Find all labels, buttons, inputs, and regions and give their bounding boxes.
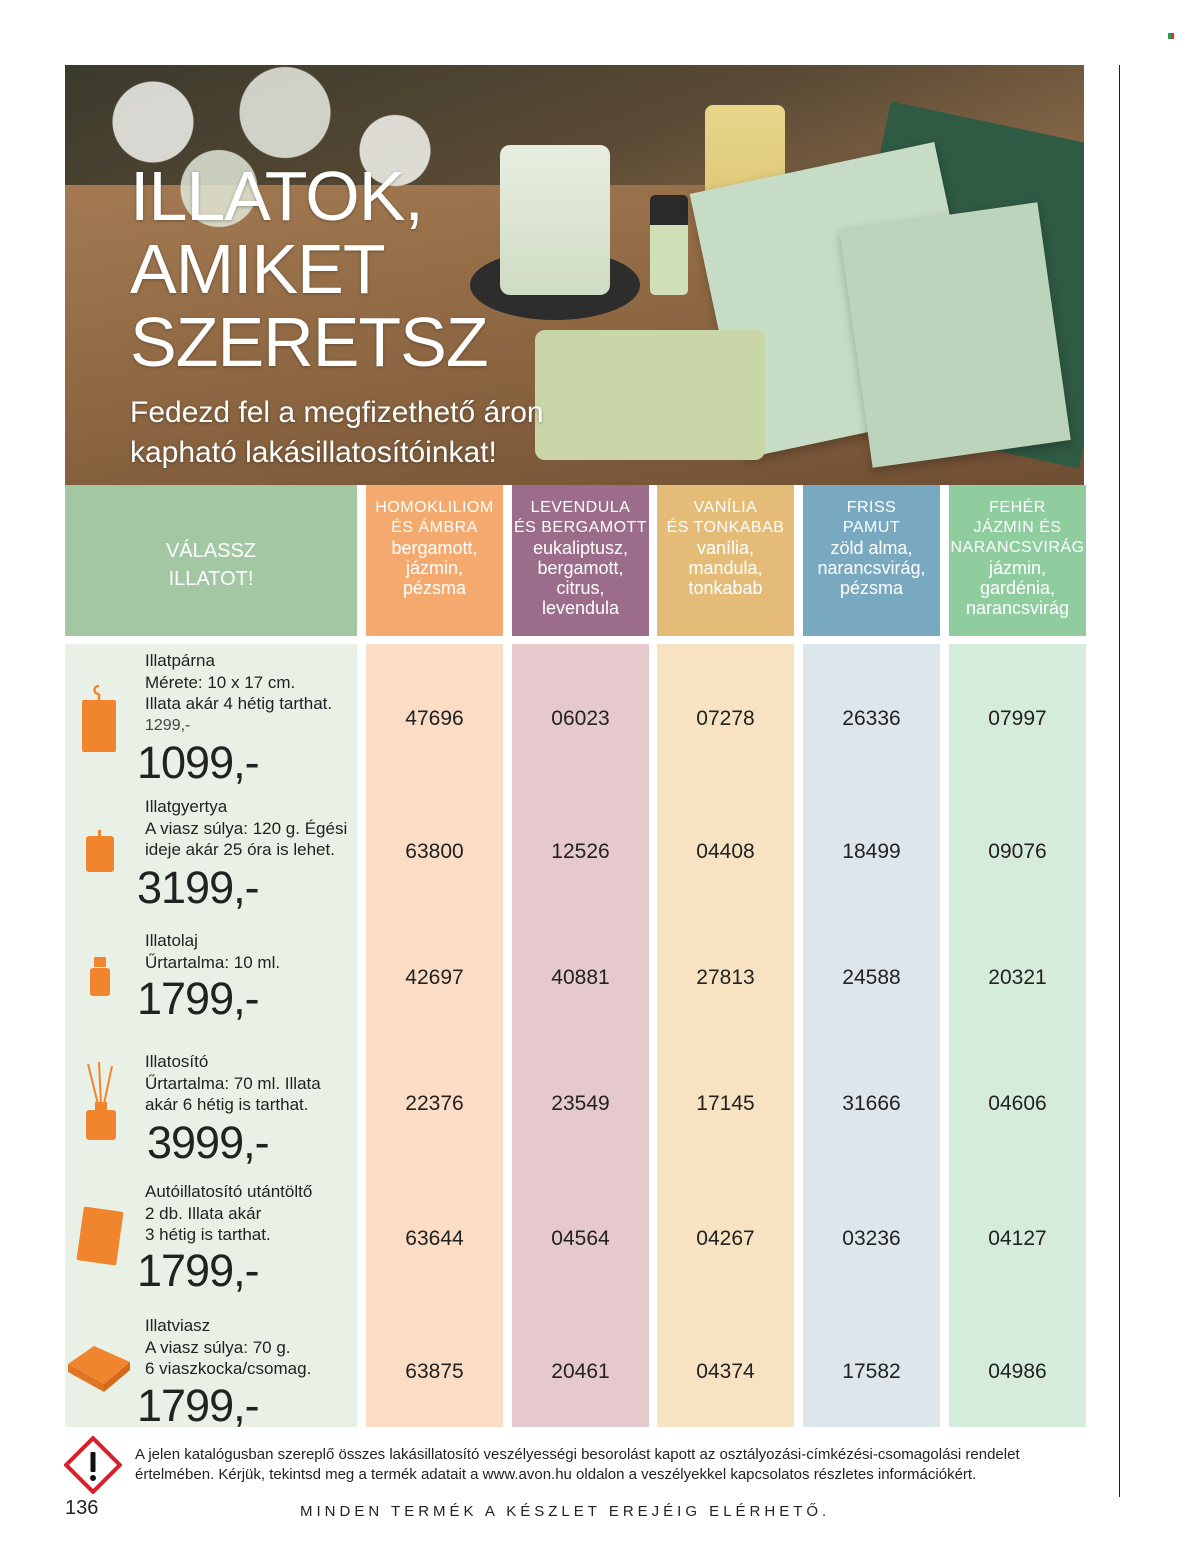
product-detail: akár 6 hétig is tarthat. — [145, 1095, 309, 1114]
hero-oil-bottle — [650, 195, 688, 295]
product-code: 63875 — [405, 1360, 464, 1383]
product-detail: A viasz súlya: 120 g. Égési — [145, 818, 348, 838]
candle-icon — [86, 830, 114, 872]
product-code: 07997 — [988, 707, 1047, 730]
product-detail: 2 db. Illata akár — [145, 1203, 262, 1223]
product-code: 04606 — [988, 1092, 1047, 1115]
scent-column-feher-jazmin — [949, 644, 1086, 1427]
product-code: 12526 — [551, 840, 610, 863]
product-code: 20461 — [551, 1360, 610, 1383]
hero-car-sachet — [839, 202, 1071, 468]
product-code: 18499 — [842, 840, 901, 863]
product-name: Illatviasz — [145, 1316, 211, 1335]
choose-scent-label: VÁLASSZ ILLATOT! — [65, 485, 357, 636]
price: 3199,- — [137, 862, 260, 913]
hero-title: ILLATOK, AMIKET SZERETSZ — [130, 157, 489, 381]
page-number: 136 — [65, 1497, 99, 1519]
scent-header-friss-pamut: FRISS PAMUT zöld alma, narancsvirág, pézsma — [803, 485, 940, 636]
product-code: 40881 — [551, 966, 610, 989]
page-divider — [1119, 65, 1120, 1497]
scent-column-friss-pamut — [803, 644, 940, 1427]
product-name: Autóillatosító utántöltő — [145, 1182, 313, 1201]
old-price: 1299,- — [145, 716, 191, 734]
product-code: 04564 — [551, 1227, 610, 1250]
corner-mark — [1168, 33, 1174, 39]
product-code: 09076 — [988, 840, 1047, 863]
product-name: Illatolaj — [145, 931, 198, 950]
product-code: 42697 — [405, 966, 464, 989]
product-code: 22376 — [405, 1092, 464, 1115]
oil-bottle-icon — [90, 957, 110, 996]
scent-header-levendula: LEVENDULA ÉS BERGAMOTT eukaliptusz, bergam… — [512, 485, 649, 636]
hero-wax-melts — [535, 330, 765, 460]
product-detail: 3 hétig is tarthat. — [145, 1225, 271, 1244]
price: 3999,- — [147, 1117, 270, 1168]
price: 1799,- — [137, 1245, 260, 1296]
product-code: 63800 — [405, 840, 464, 863]
scent-header-homokliliom: HOMOKLILIOM ÉS ÁMBRA bergamott, jázmin, péz… — [366, 485, 503, 636]
product-detail: Űrtartalma: 10 ml. — [145, 952, 281, 972]
reed-diffuser-icon — [86, 1062, 116, 1140]
scent-column-levendula — [512, 644, 649, 1427]
product-code: 23549 — [551, 1092, 610, 1115]
product-code: 24588 — [842, 966, 901, 989]
price: 1799,- — [137, 973, 260, 1024]
scent-header-feher-jazmin: FEHÉR JÁZMIN ÉS NARANCSVIRÁG jázmin, gardén… — [949, 485, 1086, 636]
scent-column-homokliliom — [366, 644, 503, 1427]
price: 1099,- — [137, 737, 260, 788]
hanging-sachet-icon — [82, 684, 116, 752]
hero-candle — [500, 145, 610, 295]
product-code: 07278 — [696, 707, 755, 730]
product-detail: 6 viaszkocka/csomag. — [145, 1359, 312, 1378]
product-name: Illatosító — [145, 1052, 209, 1071]
product-code: 63644 — [405, 1227, 464, 1250]
product-code: 17582 — [842, 1360, 901, 1383]
scent-header-vanilia: VANÍLIA ÉS TONKABAB vanília, mandula, tonka… — [657, 485, 794, 636]
product-code: 26336 — [842, 707, 901, 730]
product-detail: Mérete: 10 x 17 cm. — [145, 672, 296, 692]
product-code: 04127 — [988, 1227, 1047, 1250]
product-code: 20321 — [988, 966, 1047, 989]
product-detail: A viasz súlya: 70 g. — [145, 1337, 291, 1357]
wax-melt-icon — [68, 1346, 130, 1392]
product-code: 31666 — [842, 1092, 901, 1115]
product-code: 04374 — [696, 1360, 755, 1383]
price: 1799,- — [137, 1380, 260, 1431]
product-code: 04986 — [988, 1360, 1047, 1383]
product-detail: ideje akár 25 óra is lehet. — [145, 840, 335, 859]
product-detail: Illata akár 4 hétig tarthat. — [145, 694, 333, 713]
product-code: 03236 — [842, 1227, 901, 1250]
car-refill-icon — [76, 1206, 124, 1266]
product-code: 27813 — [696, 966, 755, 989]
product-name: Illatpárna — [145, 651, 215, 670]
product-code: 06023 — [551, 707, 610, 730]
availability-note: MINDEN TERMÉK A KÉSZLET EREJÉIG ELÉRHETŐ… — [300, 1503, 831, 1520]
product-code: 04408 — [696, 840, 755, 863]
product-detail: Űrtartalma: 70 ml. Illata — [145, 1073, 321, 1093]
hero-flowers — [65, 65, 505, 255]
hero-image — [65, 65, 1084, 485]
hero-subtitle: Fedezd fel a megfizethető áron kapható l… — [130, 396, 544, 469]
hazard-warning-icon — [64, 1436, 122, 1494]
hazard-note: A jelen katalógusban szereplő összes lak… — [135, 1446, 1020, 1483]
product-name: Illatgyertya — [145, 797, 228, 816]
product-column — [65, 644, 357, 1427]
product-code: 17145 — [696, 1092, 755, 1115]
product-code: 04267 — [696, 1227, 755, 1250]
scent-column-vanilia — [657, 644, 794, 1427]
product-code: 47696 — [405, 707, 464, 730]
